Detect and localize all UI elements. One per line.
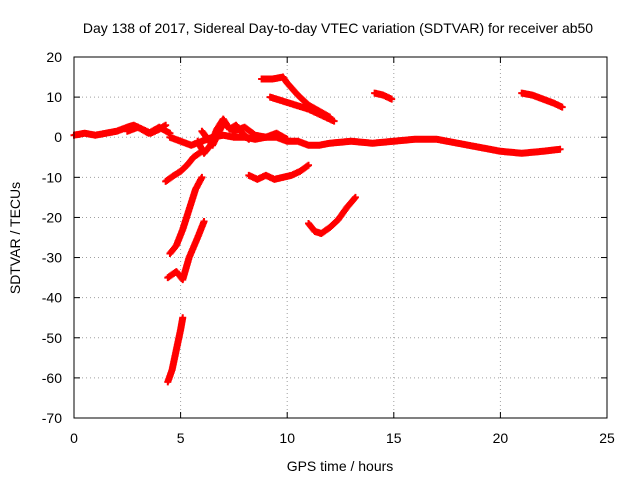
y-tick-label: -50 bbox=[42, 330, 62, 346]
y-tick-label: -20 bbox=[42, 209, 62, 225]
series-arc-6 bbox=[164, 217, 208, 284]
chart-title: Day 138 of 2017, Sidereal Day-to-day VTE… bbox=[83, 20, 593, 36]
y-tick-label: -60 bbox=[42, 370, 62, 386]
grid bbox=[74, 57, 607, 418]
axis-ticks: 0 5 10 15 20 25 20 10 0 -10 -20 -30 -40 -50 -60 -70 bbox=[42, 49, 615, 446]
series-markers bbox=[518, 89, 566, 111]
x-tick-label: 5 bbox=[177, 430, 185, 446]
y-tick-label: -40 bbox=[42, 290, 62, 306]
series-markers bbox=[164, 217, 208, 284]
x-tick-label: 20 bbox=[493, 430, 509, 446]
series-markers bbox=[164, 314, 187, 386]
series-arc-12 bbox=[266, 93, 338, 125]
x-tick-label: 15 bbox=[386, 430, 402, 446]
y-tick-label: -10 bbox=[42, 169, 62, 185]
y-tick-label: 10 bbox=[46, 89, 62, 105]
series-arc-13 bbox=[305, 193, 359, 237]
series-arc-2 bbox=[123, 123, 174, 137]
series-arc-5 bbox=[166, 173, 206, 258]
series-markers bbox=[245, 161, 313, 183]
data-series bbox=[70, 73, 566, 386]
series-markers bbox=[198, 119, 291, 149]
y-tick-label: -30 bbox=[42, 250, 62, 266]
series-markers bbox=[162, 147, 206, 185]
series-arc-10 bbox=[245, 161, 313, 183]
y-tick-label: 0 bbox=[54, 129, 62, 145]
x-tick-label: 25 bbox=[599, 430, 615, 446]
series-arc-15 bbox=[518, 89, 566, 111]
series-arc-14 bbox=[371, 89, 396, 103]
x-tick-label: 0 bbox=[70, 430, 78, 446]
series-markers bbox=[266, 93, 338, 125]
series-arc-4 bbox=[162, 147, 206, 185]
plot-frame bbox=[73, 56, 608, 419]
series-arc-7 bbox=[164, 314, 187, 386]
series-markers bbox=[371, 89, 396, 103]
y-tick-label: 20 bbox=[46, 49, 62, 65]
x-tick-label: 10 bbox=[279, 430, 295, 446]
series-markers bbox=[305, 193, 359, 237]
series-arc-9 bbox=[198, 119, 291, 149]
series-markers bbox=[166, 173, 206, 258]
y-axis-label: SDTVAR / TECUs bbox=[7, 182, 23, 294]
y-tick-label: -70 bbox=[42, 410, 62, 426]
x-axis-label: GPS time / hours bbox=[287, 458, 394, 474]
series-markers bbox=[123, 123, 174, 137]
